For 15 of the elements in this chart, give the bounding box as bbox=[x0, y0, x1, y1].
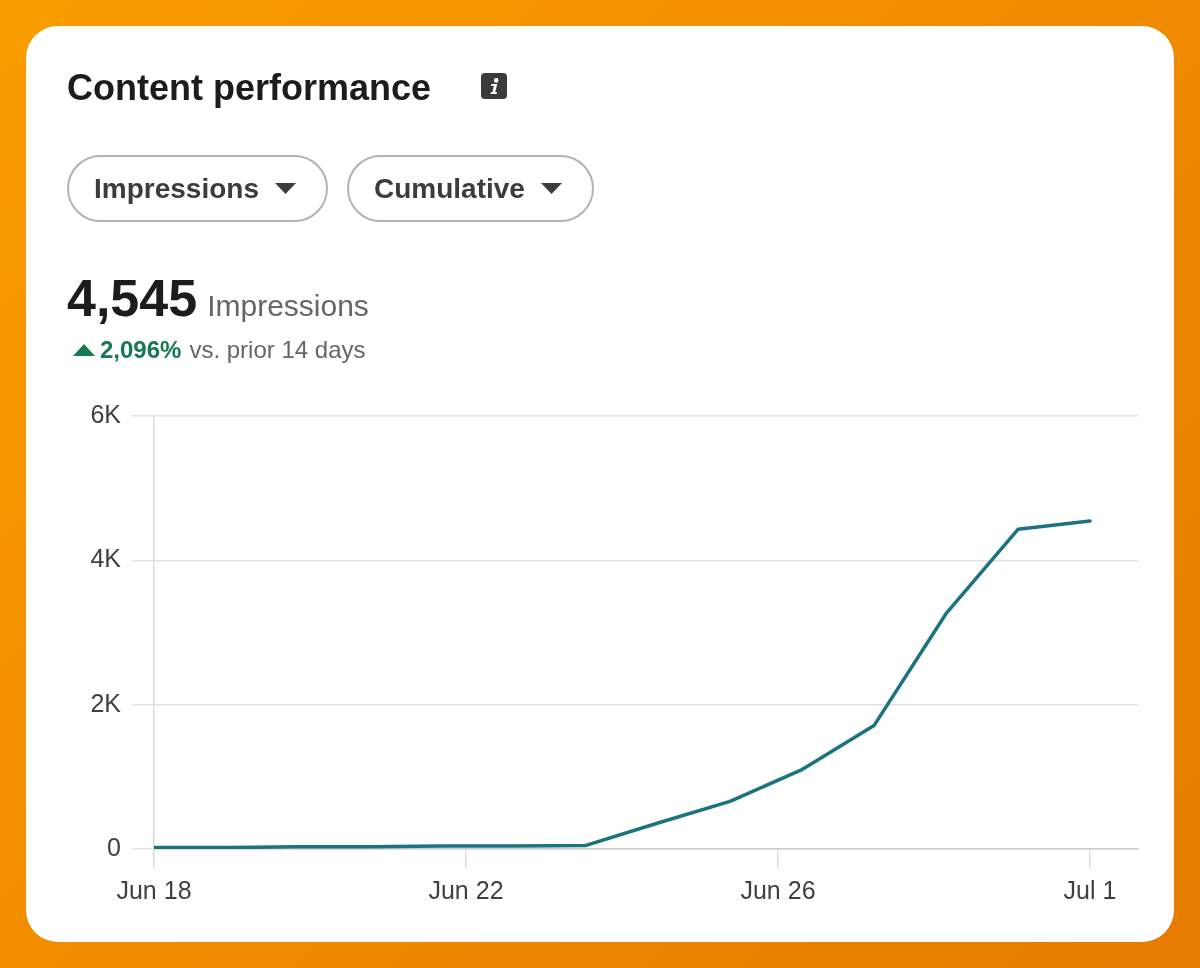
text: Cumulative bbox=[373, 172, 525, 205]
x-tick-label: Jul 1 bbox=[1063, 875, 1117, 904]
text: 4,545 bbox=[67, 268, 198, 328]
y-tick-label: 4K bbox=[90, 544, 122, 573]
text: 2,096% bbox=[100, 336, 182, 364]
y-tick-label: 0 bbox=[107, 832, 121, 861]
x-tick-label: Jun 22 bbox=[428, 875, 504, 904]
x-tick-label: Jun 26 bbox=[740, 875, 816, 904]
y-tick-label: 6K bbox=[90, 399, 122, 428]
y-tick-label: 2K bbox=[90, 688, 122, 717]
text: vs. prior 14 days bbox=[189, 336, 366, 364]
text: Impressions bbox=[207, 288, 369, 324]
x-tick-label: Jun 18 bbox=[116, 875, 192, 904]
text: Impressions bbox=[94, 172, 259, 205]
chart-title: Content performance bbox=[67, 67, 432, 109]
